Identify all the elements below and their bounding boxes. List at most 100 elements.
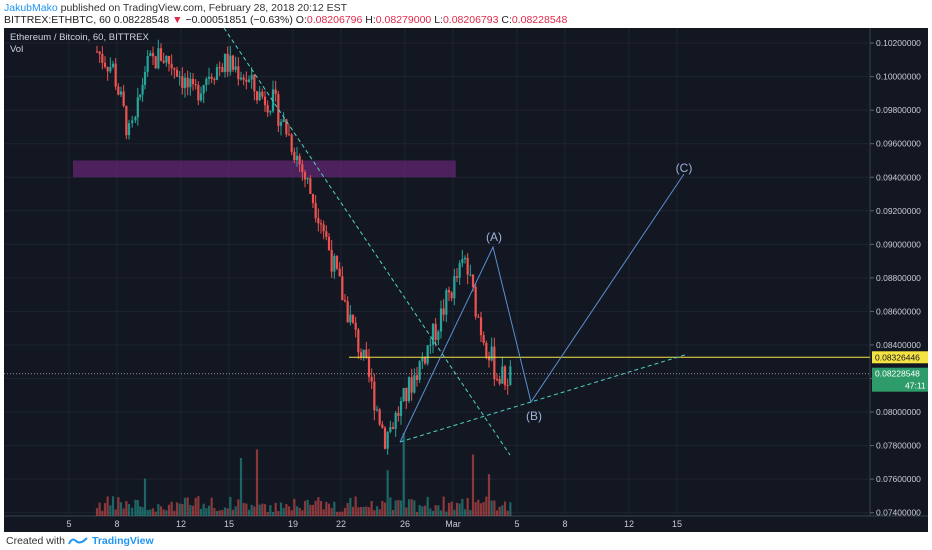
volume-bar [189,504,192,516]
candle-body [373,381,376,411]
candle-body [314,203,317,219]
candle-body [269,111,272,113]
x-tick-label: Mar [445,519,461,529]
volume-bar [466,497,469,516]
volume-bar [375,506,379,516]
candle-body [367,357,371,377]
footer: Created with TradingView [0,532,932,550]
candle-body [477,316,480,318]
volume-bar [463,509,467,516]
candle-body [189,78,192,88]
level-price-label: 0.08326446 [875,352,920,362]
volume-bar [410,499,413,516]
candle-body [109,66,112,72]
candle-body [322,224,325,232]
wave-label: (B) [526,409,542,423]
x-tick-label: 26 [400,519,410,529]
candle-body [439,308,443,332]
volume-bar [482,502,485,516]
candle-body [495,379,499,381]
volume-bar [335,511,339,516]
volume-bar [298,507,301,516]
candle-body [415,375,419,380]
change-value: −0.00051851 (−0.63%) [185,14,293,26]
candle-body [226,53,229,72]
volume-bar [98,502,101,516]
author-link[interactable]: JakubMako [4,2,58,14]
volume-bar [255,449,259,516]
candle-body [490,346,493,361]
candle-body [207,76,211,79]
y-tick-label: 0.07400000 [876,508,921,518]
volume-bar [226,508,229,516]
candle-body [162,60,165,63]
candle-body [181,76,184,88]
x-tick-label: 5 [66,519,71,529]
volume-bar [407,499,411,516]
volume-bar [223,507,227,516]
countdown-label: 47:11 [905,381,926,391]
volume-bar [175,502,179,516]
volume-bar [306,499,309,516]
volume-bar [285,504,288,516]
chart-svg[interactable]: 0.10200000 0.10000000 0.09800000 0.09600000… [4,28,928,532]
volume-bar [157,504,160,516]
candle-body [237,66,240,80]
volume-bar [229,496,232,516]
y-tick-label: 0.10200000 [876,38,921,48]
candle-body [458,263,461,278]
volume-bar [506,510,509,516]
chart-panel[interactable]: 0.10200000 0.10000000 0.09800000 0.09600000… [4,28,928,532]
volume-bar [242,502,245,516]
candle-body [293,151,296,160]
y-tick-label: 0.10000000 [876,72,921,82]
volume-bar [418,505,421,516]
candle-body [175,69,179,77]
volume-bar [162,509,165,516]
volume-bar [231,509,235,516]
x-tick-label: 8 [114,519,119,529]
candle-body [295,155,299,160]
candle-body [423,357,427,364]
candle-body [434,323,437,340]
candle-body [389,427,392,432]
candle-body [261,91,264,97]
volume-bar [341,511,344,516]
candle-body [410,377,413,393]
candle-body [301,164,304,173]
candle-body [455,276,459,278]
y-tick-label: 0.08800000 [876,273,921,283]
volume-bar [218,510,221,516]
y-tick-label: 0.09800000 [876,105,921,115]
down-arrow-icon: ▼ [172,14,183,26]
y-tick-label: 0.08400000 [876,340,921,350]
candle-body [229,55,232,72]
volume-bar [103,503,107,516]
candle-body [461,259,464,264]
created-with-text: Created with [6,535,65,547]
volume-bar [205,508,208,516]
tradingview-brand-link[interactable]: TradingView [92,535,154,547]
candle-body [101,54,104,63]
volume-bar [338,511,341,516]
volume-bar [421,506,424,516]
price-axis-panel [870,28,928,532]
volume-bar [405,507,408,516]
candle-body [106,66,109,72]
volume-bar [378,509,381,516]
volume-bar [194,497,197,516]
candle-body [351,314,355,323]
volume-bar [442,496,445,516]
candle-body [210,76,213,79]
candle-body [298,155,301,165]
candle-body [402,387,405,402]
candle-body [354,322,357,330]
y-tick-label: 0.07800000 [876,441,921,451]
volume-bar [426,496,429,516]
volume-bar [346,502,349,516]
candle-body [223,53,227,73]
volume-bar [247,509,251,516]
volume-bar [183,497,187,516]
candle-body [509,366,512,386]
volume-bar [469,510,472,516]
